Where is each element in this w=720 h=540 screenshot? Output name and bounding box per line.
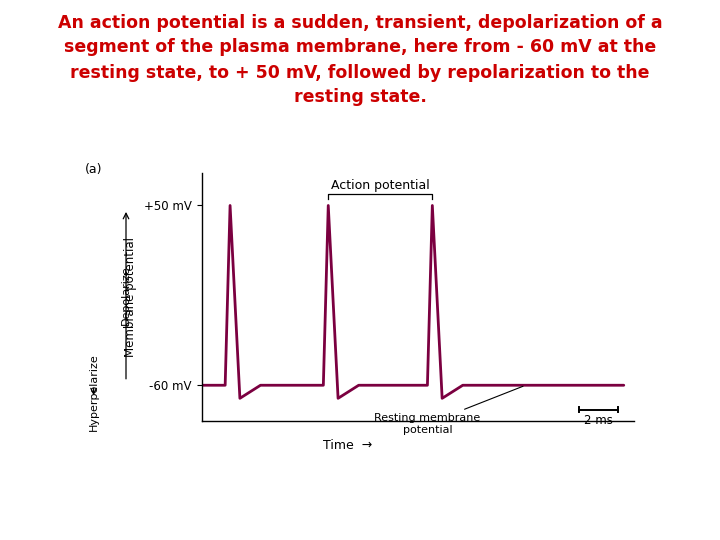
Text: (a): (a) <box>85 163 102 176</box>
Text: Depolarize: Depolarize <box>121 266 131 325</box>
Text: Resting membrane
potential: Resting membrane potential <box>374 386 523 435</box>
Y-axis label: Membrane potential: Membrane potential <box>124 237 137 357</box>
Text: Action potential: Action potential <box>331 179 430 192</box>
Text: Time  →: Time → <box>323 438 372 451</box>
Text: An action potential is a sudden, transient, depolarization of a
segment of the p: An action potential is a sudden, transie… <box>58 14 662 106</box>
Text: Hyperpolarize: Hyperpolarize <box>89 353 99 431</box>
Text: 2 ms: 2 ms <box>584 414 613 427</box>
